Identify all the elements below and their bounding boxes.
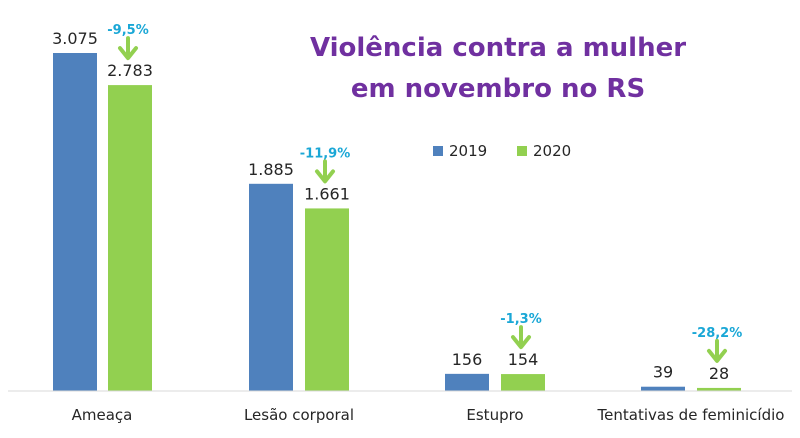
bar-2019-lesao-corporal <box>249 183 293 391</box>
legend: 2019 2020 <box>433 142 571 160</box>
down-arrow-icon <box>511 325 531 350</box>
chart-title-line-1: Violência contra a mulher <box>310 33 686 63</box>
change-label-estupro: -1,3% <box>500 312 541 327</box>
change-label-tentativas-de-feminicidio: -28,2% <box>692 326 743 341</box>
bar-2020-lesao-corporal <box>305 208 349 391</box>
down-arrow-icon <box>707 338 727 363</box>
value-label-2019-lesao-corporal: 1.885 <box>248 160 294 179</box>
value-labels-group: 3.075 2.783 1.885 1.661 156 154 39 28 <box>52 29 729 383</box>
category-label-ameaca: Ameaça <box>72 406 133 424</box>
bar-2019-ameaca <box>53 53 97 391</box>
legend-label-2019: 2019 <box>449 142 487 160</box>
down-arrow-icon <box>315 159 335 184</box>
legend-label-2020: 2020 <box>533 142 571 160</box>
bar-2019-estupro <box>445 373 489 391</box>
chart-title-line-2: em novembro no RS <box>351 74 645 104</box>
change-label-ameaca: -9,5% <box>107 23 148 38</box>
bar-2019-tentativas-de-feminicidio <box>641 386 685 391</box>
value-label-2020-estupro: 154 <box>508 350 539 369</box>
bars-group <box>53 53 741 392</box>
legend-swatch-2019 <box>433 146 443 156</box>
change-label-lesao-corporal: -11,9% <box>300 146 351 161</box>
category-label-tentativas-de-feminicidio: Tentativas de feminicídio <box>597 406 785 424</box>
value-label-2019-estupro: 156 <box>452 350 483 369</box>
bar-2020-ameaca <box>108 85 152 392</box>
category-label-estupro: Estupro <box>466 406 523 424</box>
bar-2020-tentativas-de-feminicidio <box>697 387 741 391</box>
down-arrow-icon <box>118 36 138 61</box>
value-label-2020-tentativas-de-feminicidio: 28 <box>709 364 729 383</box>
value-label-2019-ameaca: 3.075 <box>52 29 98 48</box>
bar-2020-estupro <box>501 374 545 391</box>
category-labels-group: Ameaça Lesão corporal Estupro Tentativas de… <box>72 406 785 424</box>
value-label-2020-ameaca: 2.783 <box>107 61 153 80</box>
value-label-2020-lesao-corporal: 1.661 <box>304 184 350 203</box>
category-label-lesao-corporal: Lesão corporal <box>244 406 354 424</box>
legend-swatch-2020 <box>517 146 527 156</box>
value-label-2019-tentativas-de-feminicidio: 39 <box>653 363 673 382</box>
change-annotations-group: -9,5% -11,9% -1,3% -28,2% <box>107 23 743 363</box>
